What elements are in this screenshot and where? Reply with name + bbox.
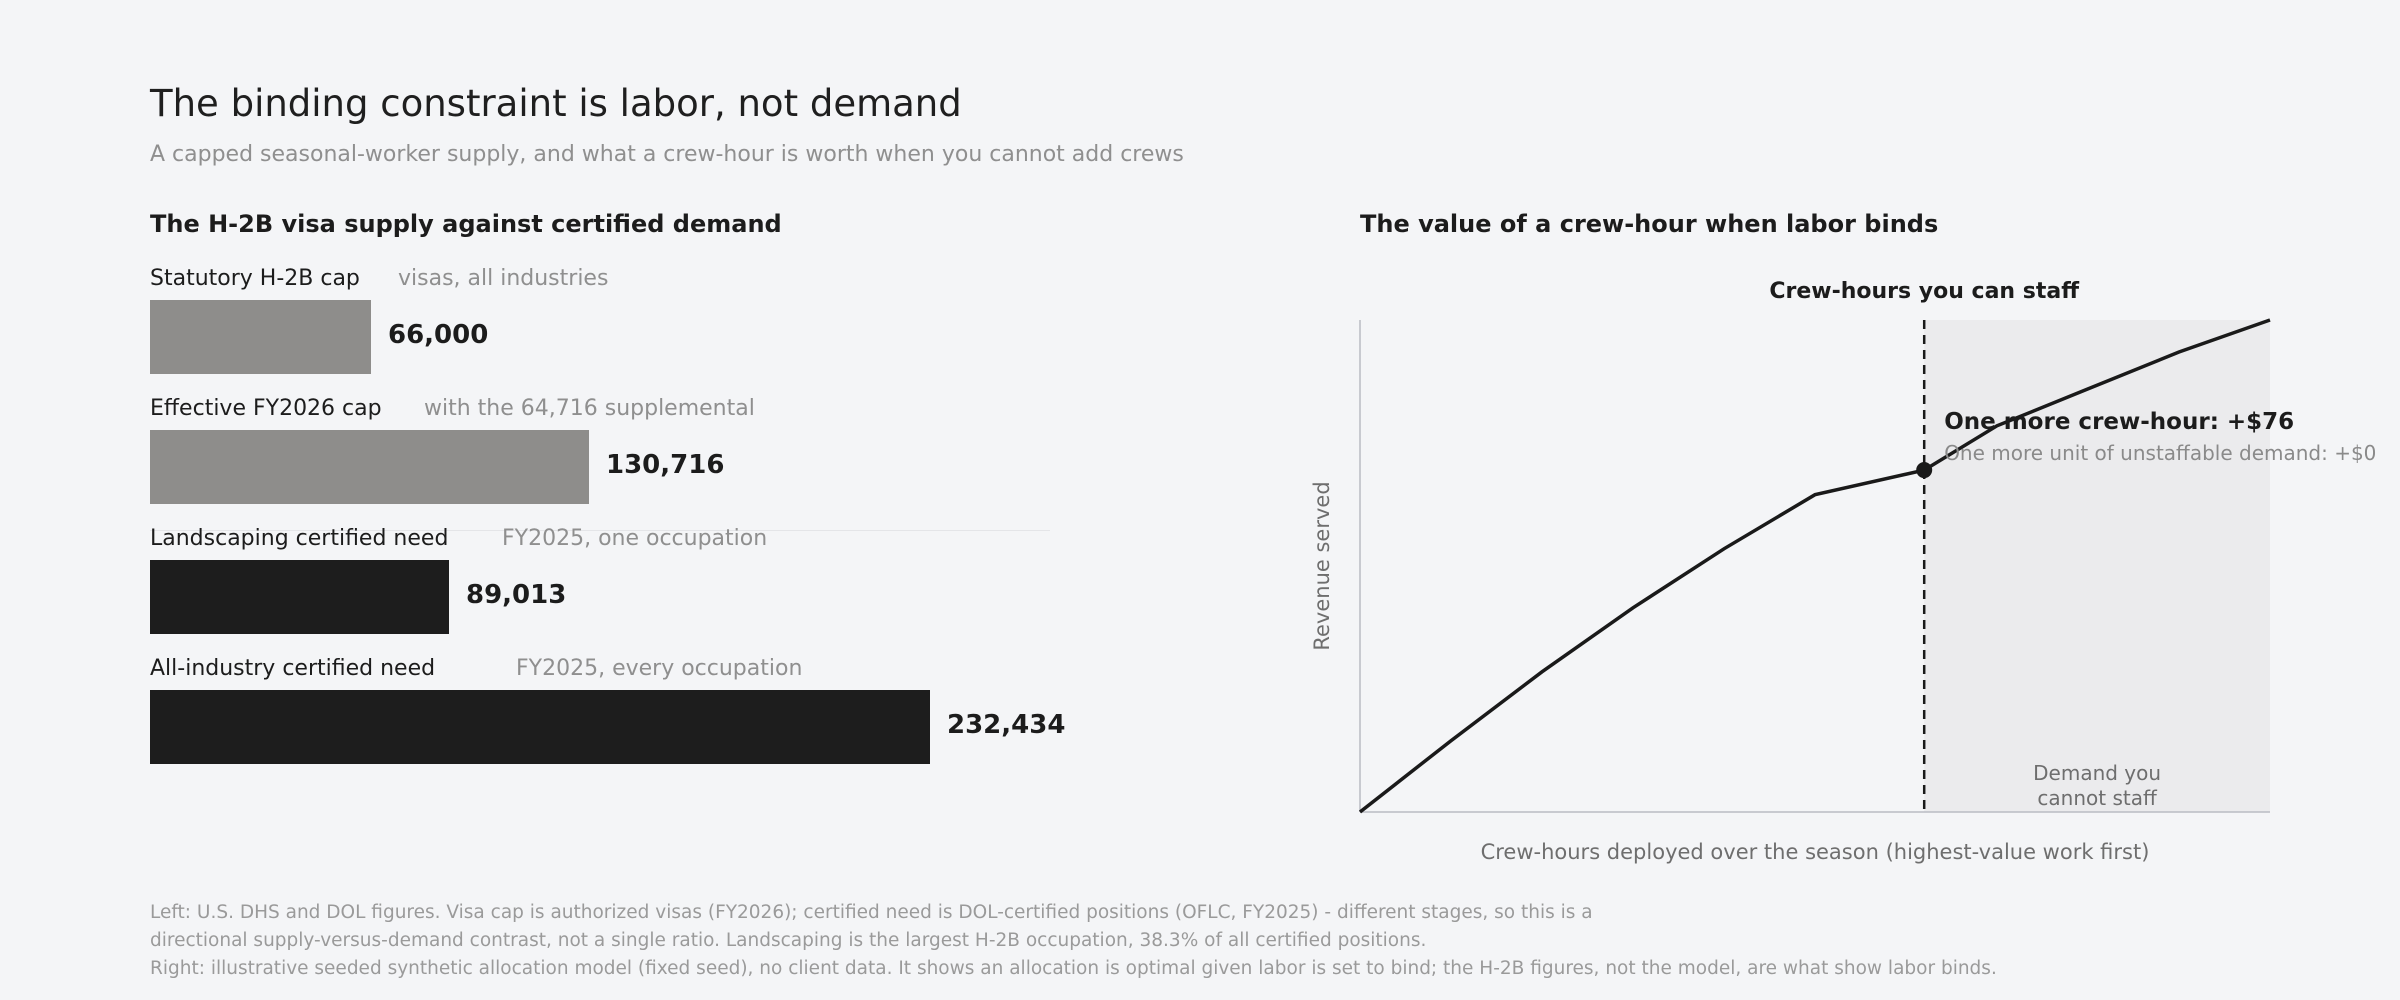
marker-point: [1916, 462, 1933, 479]
staff-limit-label: Crew-hours you can staff: [1769, 279, 2080, 304]
bar-label-effective-cap: Effective FY2026 cap: [150, 396, 382, 421]
x-axis-label: Crew-hours deployed over the season (hig…: [1481, 840, 2150, 864]
annotation-main: One more crew-hour: +$76: [1944, 409, 2294, 435]
bar-label-landscaping-need: Landscaping certified need: [150, 526, 449, 551]
annotation-sub: One more unit of unstaffable demand: +$0: [1944, 441, 2376, 465]
bar-all-industry-need: [150, 690, 930, 764]
page-title: The binding constraint is labor, not dem…: [150, 82, 962, 125]
bar-note-landscaping-need: FY2025, one occupation: [502, 526, 768, 551]
bar-value-landscaping-need: 89,013: [466, 580, 567, 610]
bar-label-statutory-cap: Statutory H-2B cap: [150, 266, 360, 291]
bar-statutory-cap: [150, 300, 371, 374]
bar-label-all-industry-need: All-industry certified need: [150, 656, 436, 681]
footnote-line-2: directional supply-versus-demand contras…: [150, 930, 1427, 951]
left-panel-title: The H-2B visa supply against certified d…: [150, 210, 782, 238]
region-label-line1: Demand you: [2033, 761, 2161, 785]
divider: [150, 530, 1050, 531]
bar-value-statutory-cap: 66,000: [388, 320, 489, 350]
right-panel-title: The value of a crew-hour when labor bind…: [1360, 210, 1939, 238]
bar-value-effective-cap: 130,716: [606, 450, 725, 480]
region-label-line2: cannot staff: [2037, 786, 2158, 810]
unstaffable-demand-region: [1924, 320, 2270, 812]
page-subtitle: A capped seasonal-worker supply, and wha…: [150, 142, 1184, 167]
footnote-line-1: Left: U.S. DHS and DOL figures. Visa cap…: [150, 902, 1593, 923]
footnote-line-3: Right: illustrative seeded synthetic all…: [150, 958, 1997, 979]
bar-value-all-industry-need: 232,434: [947, 710, 1066, 740]
y-axis-label: Revenue served: [1310, 481, 1334, 650]
bar-effective-cap: [150, 430, 589, 504]
bar-note-effective-cap: with the 64,716 supplemental: [424, 396, 755, 421]
bar-landscaping-need: [150, 560, 449, 634]
bar-note-all-industry-need: FY2025, every occupation: [516, 656, 803, 681]
revenue-line: [1358, 318, 2271, 814]
bar-note-statutory-cap: visas, all industries: [398, 266, 609, 291]
